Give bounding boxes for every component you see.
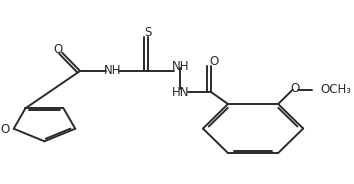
Text: OCH₃: OCH₃ xyxy=(321,83,352,96)
Text: HN: HN xyxy=(172,86,189,98)
Text: O: O xyxy=(54,43,63,56)
Text: NH: NH xyxy=(104,65,121,77)
Text: O: O xyxy=(0,123,10,136)
Text: O: O xyxy=(291,82,300,95)
Text: O: O xyxy=(209,55,218,68)
Text: NH: NH xyxy=(172,60,189,73)
Text: S: S xyxy=(144,26,152,39)
